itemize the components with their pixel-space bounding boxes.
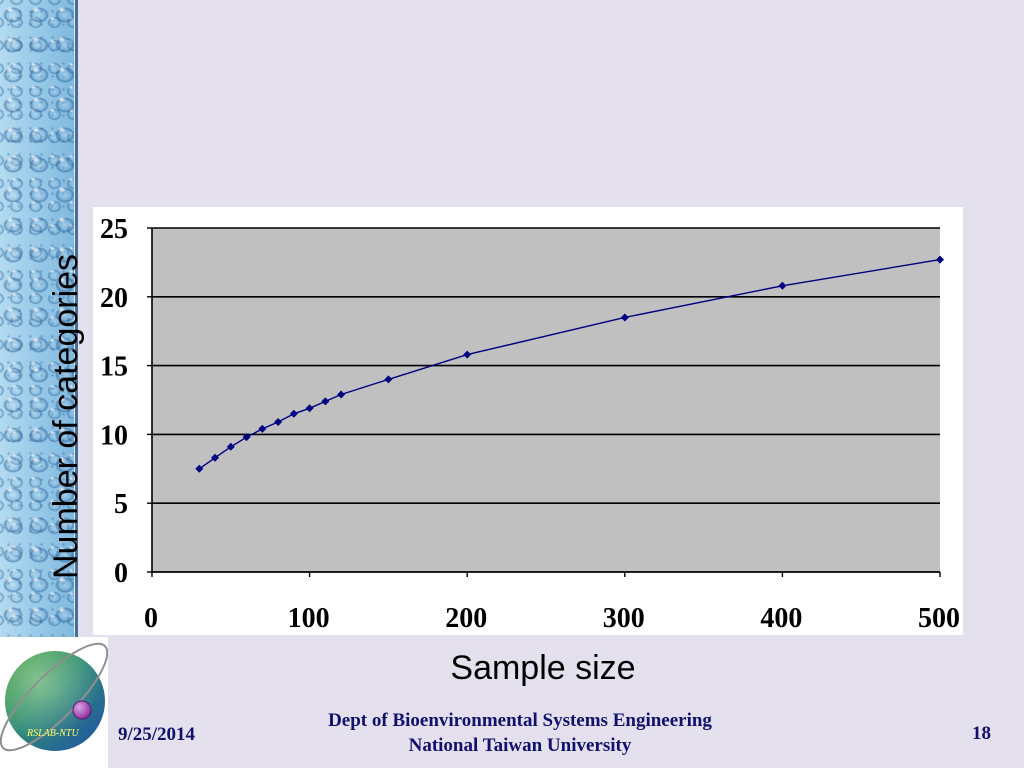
data-point-marker	[226, 442, 235, 451]
orbit-ring	[0, 642, 108, 752]
water-drop-side-strip	[0, 0, 78, 637]
logo-area: RSLAB-NTU	[0, 637, 108, 768]
footer-university: National Taiwan University	[408, 735, 632, 756]
line-chart: 0 5 10 15 20 25 0 100 200 300 400 500	[100, 214, 960, 634]
y-tick-label: 25	[100, 214, 128, 245]
x-tick-label: 500	[918, 603, 960, 634]
y-tick-label: 5	[114, 489, 128, 520]
data-point-marker	[242, 433, 251, 442]
x-tick-label: 200	[445, 603, 487, 634]
x-tick-label: 300	[603, 603, 645, 634]
x-axis-title: Sample size	[450, 649, 636, 687]
data-point-marker	[337, 390, 346, 399]
footer-department: Dept of Bioenvironmental Systems Enginee…	[328, 710, 712, 731]
globe-highlight	[5, 651, 105, 751]
orbit-dot	[72, 700, 92, 720]
footer-date: 9/25/2014	[118, 724, 196, 745]
data-point-marker	[211, 453, 220, 462]
data-point-marker	[195, 464, 204, 473]
data-point-marker	[289, 409, 298, 418]
x-tick-label: 0	[144, 603, 158, 634]
data-point-marker	[321, 397, 330, 406]
y-tick-label: 20	[100, 283, 128, 314]
data-point-marker	[463, 350, 472, 359]
footer-affiliation: Dept of Bioenvironmental Systems Enginee…	[290, 708, 750, 758]
y-tick-label: 0	[114, 558, 128, 589]
data-point-marker	[936, 255, 944, 264]
data-point-marker	[258, 424, 267, 433]
slide-page-number: 18	[972, 723, 991, 744]
data-point-marker	[778, 281, 787, 290]
data-point-marker	[274, 418, 283, 427]
rslab-ntu-logo: RSLAB-NTU	[0, 642, 108, 752]
x-tick-label: 400	[760, 603, 802, 634]
y-axis-title: Number of categories	[47, 253, 85, 579]
data-point-marker	[305, 404, 314, 413]
y-tick-label: 10	[100, 420, 128, 451]
data-point-marker	[620, 313, 629, 322]
x-tick-label: 100	[288, 603, 330, 634]
chart-container: 0 5 10 15 20 25 0 100 200 300 400 500	[93, 207, 963, 635]
y-tick-label: 15	[100, 352, 128, 383]
logo-text: RSLAB-NTU	[26, 728, 79, 739]
plot-area	[152, 228, 940, 572]
data-point-marker	[384, 375, 393, 384]
